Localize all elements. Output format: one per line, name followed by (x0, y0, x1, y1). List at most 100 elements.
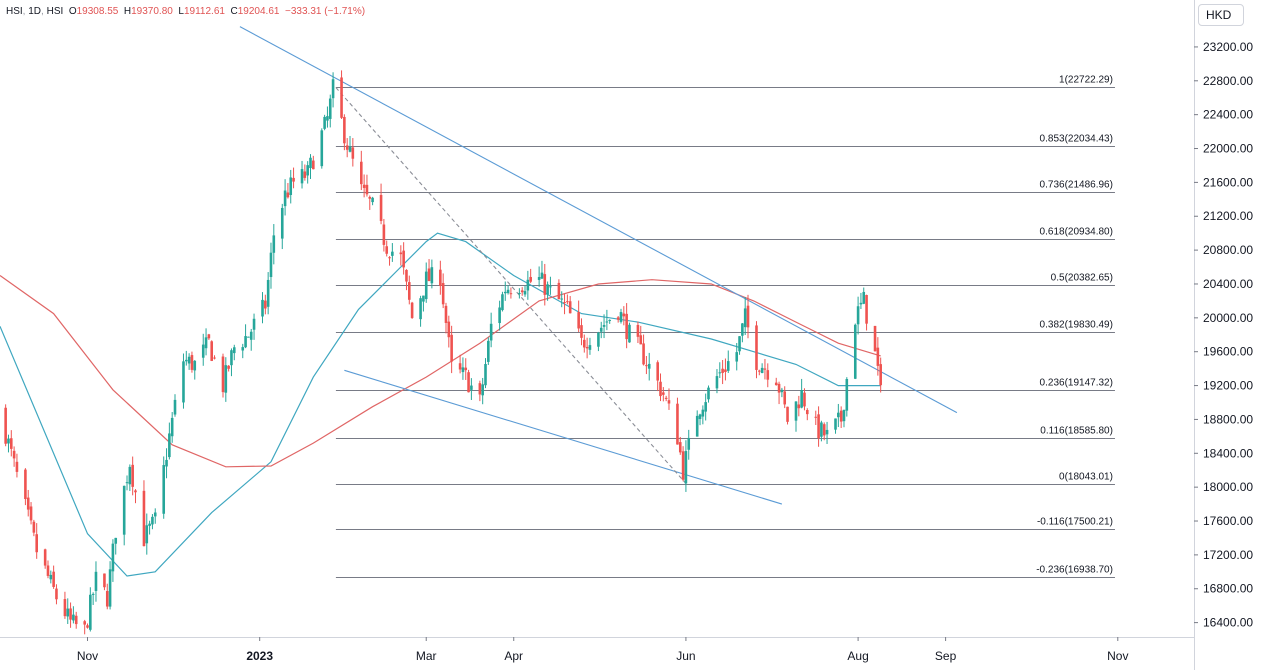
candle-body (481, 384, 484, 396)
candle-body (9, 438, 13, 449)
candle-body (839, 410, 843, 422)
candle-body (695, 415, 699, 437)
candle-body (557, 282, 561, 300)
candle-body (204, 337, 208, 349)
candle-body (173, 399, 177, 415)
candle-body (289, 177, 293, 196)
candle-body (170, 417, 174, 437)
candle-body (509, 293, 513, 295)
candle-body (523, 291, 527, 295)
time-tick-label: Apr (504, 649, 523, 663)
candle-body (4, 407, 7, 444)
candle-body (498, 307, 501, 324)
candle-body (563, 302, 566, 304)
candle-body (783, 391, 787, 405)
candle-body (738, 336, 741, 352)
candlesticks (4, 70, 882, 635)
candle-body (328, 98, 332, 119)
candle-body (362, 184, 366, 188)
price-tick-label: 17200.00 (1203, 548, 1253, 562)
price-tick-label: 19600.00 (1203, 345, 1253, 359)
candle-body (103, 573, 106, 588)
candle-body (35, 534, 38, 553)
candle-body (862, 291, 866, 304)
candle-body (622, 313, 626, 317)
change-value: −333.31 (−1.71%) (285, 6, 366, 17)
trendlines[interactable] (239, 26, 958, 505)
interval-label: 1D (28, 6, 42, 17)
candle-body (506, 289, 510, 294)
candle-body (360, 161, 363, 185)
candle-body (201, 344, 205, 358)
candle-body (676, 403, 679, 445)
candle-body (582, 339, 586, 348)
candle-body (520, 290, 524, 293)
close-value: 19204.61 (237, 6, 280, 17)
candle-body (46, 565, 50, 576)
candle-body (645, 365, 648, 367)
candle-body (526, 279, 530, 291)
candle-body (656, 362, 659, 381)
candle-body (628, 324, 631, 343)
candle-body (193, 360, 197, 371)
candle-body (540, 272, 544, 279)
price-tick-label: 22400.00 (1203, 108, 1253, 122)
candle-body (187, 356, 191, 364)
candle-body (162, 465, 166, 514)
close-label: C (230, 6, 238, 17)
candle-body (419, 298, 422, 320)
candle-body (142, 490, 146, 547)
candle-body (261, 299, 264, 317)
candle-body (283, 190, 287, 207)
candle-body (29, 506, 33, 521)
candle-body (478, 383, 482, 395)
candle-body (405, 269, 408, 282)
candle-body (461, 367, 465, 373)
exchange-label: HSI (46, 6, 64, 17)
candle-body (602, 324, 606, 327)
candle-body (388, 257, 391, 259)
candle-body (122, 485, 126, 535)
candle-body (546, 284, 549, 295)
candle-body (207, 334, 211, 339)
time-tick-label: Nov (77, 649, 98, 663)
fibonacci-retracement[interactable]: 1(22722.29) 0.853(22034.43) 0.736(21486.96… (335, 75, 1115, 578)
candle-body (825, 429, 829, 435)
candle-body (726, 361, 730, 371)
candle-body (303, 171, 307, 178)
fib-level-label: 1(22722.29) (1059, 75, 1113, 86)
candle-body (489, 323, 493, 341)
price-axis[interactable]: 23200.00 22800.00 22400.00 22000.00 21600.00… (1194, 0, 1253, 670)
candle-body (501, 294, 504, 311)
candle-body (105, 591, 109, 607)
candle-body (659, 381, 662, 397)
currency-button[interactable]: HKD (1198, 4, 1244, 26)
candle-body (371, 197, 374, 203)
fib-level-label: 0.382(19830.49) (1040, 320, 1113, 331)
candle-body (224, 365, 228, 393)
candle-body (91, 593, 95, 595)
candle-body (774, 382, 778, 386)
candle-body (684, 451, 688, 484)
candle-body (7, 438, 10, 444)
candle-body (52, 571, 55, 587)
candle-body (69, 608, 72, 620)
candle-body (794, 401, 798, 421)
time-tick-label: Mar (416, 649, 437, 663)
time-tick-label: Aug (847, 649, 868, 663)
candle-body (503, 291, 507, 294)
fib-level-label: 0.853(22034.43) (1040, 134, 1113, 145)
ohlc-header: HSI, 1D, HSI O19308.55 H19370.80 L19112.… (6, 6, 366, 17)
price-tick-label: 23200.00 (1203, 40, 1253, 54)
candle-body (134, 490, 137, 493)
candle-body (743, 308, 747, 328)
time-tick-label: Nov (1107, 649, 1128, 663)
candle-body (687, 437, 691, 450)
candle-body (391, 251, 394, 256)
candle-body (585, 346, 589, 349)
time-axis[interactable]: Nov 2023 Mar Apr Jun Aug Sep Nov (0, 637, 1194, 663)
candle-body (407, 282, 411, 300)
price-tick-label: 16400.00 (1203, 616, 1253, 630)
